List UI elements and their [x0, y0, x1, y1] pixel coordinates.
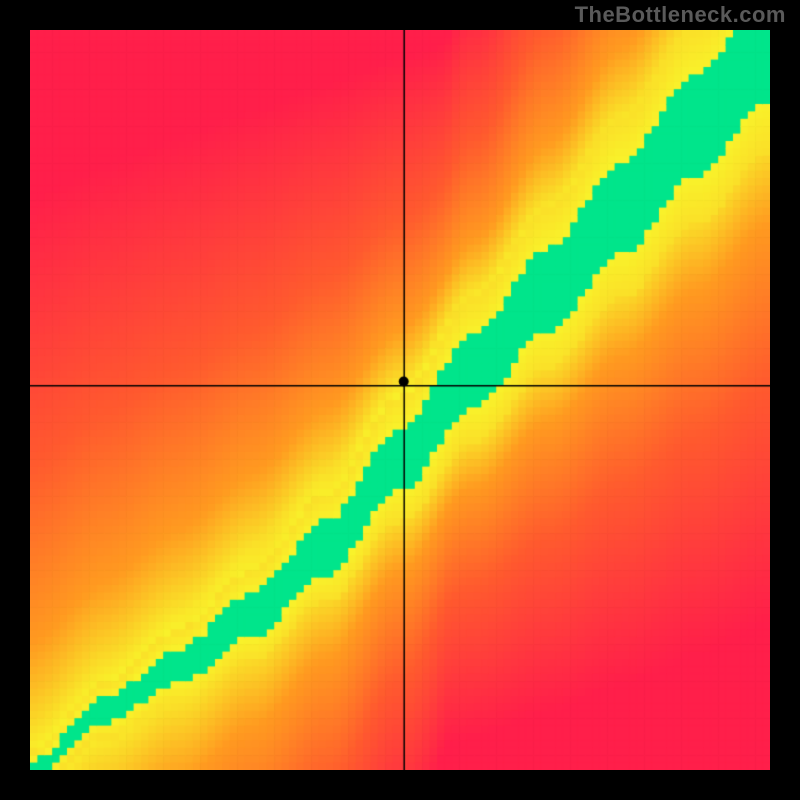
heatmap-canvas	[30, 30, 770, 770]
watermark-text: TheBottleneck.com	[575, 2, 786, 28]
heatmap-plot	[30, 30, 770, 770]
bottleneck-chart-container: TheBottleneck.com	[0, 0, 800, 800]
